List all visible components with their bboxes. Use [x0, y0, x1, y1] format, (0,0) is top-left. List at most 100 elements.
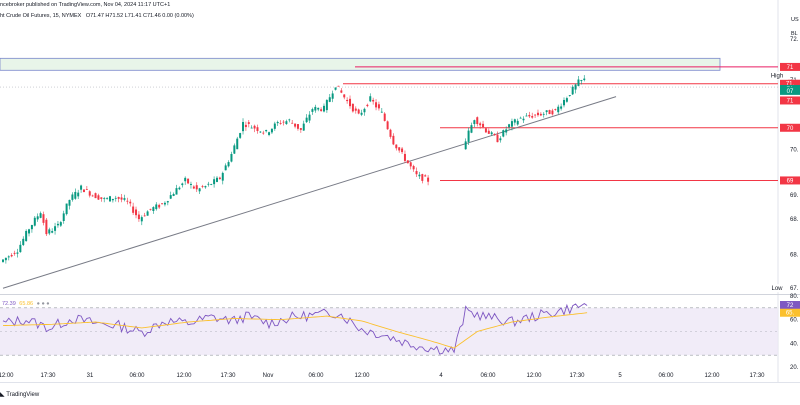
- candle-34: [100, 197, 103, 202]
- candle-35: [103, 196, 106, 203]
- rsi-tick-label-1: 60.: [790, 318, 799, 324]
- candle-body-3: [10, 254, 13, 257]
- price-tick-label-6: 68.: [790, 253, 799, 259]
- tradingview-logo-icon: ◣: [0, 392, 5, 398]
- candle-body-95: [276, 121, 279, 124]
- publisher-line: ncebroker published on TradingView.com, …: [0, 2, 171, 8]
- time-tick-label-0: 12:00: [0, 373, 14, 379]
- candle-180: [557, 104, 560, 115]
- candle-104: [302, 120, 305, 131]
- candle-body-175: [542, 113, 545, 115]
- candle-80: [233, 143, 236, 154]
- candle-body-68: [198, 188, 201, 192]
- candle-125: [363, 107, 366, 116]
- candle-body-120: [349, 98, 352, 107]
- candle-159: [496, 131, 499, 143]
- candle-138: [401, 147, 404, 155]
- candle-body-134: [389, 129, 392, 137]
- price-label-text-6: 69: [787, 178, 794, 184]
- candle-body-59: [172, 194, 175, 196]
- candle-17: [51, 228, 54, 234]
- candle-body-151: [473, 120, 476, 125]
- candle-82: [239, 132, 242, 140]
- candle-body-105: [305, 117, 308, 123]
- candle-86: [250, 125, 253, 129]
- candle-168: [522, 116, 525, 123]
- candle-body-108: [314, 106, 317, 111]
- time-tick-label-11: 12:00: [526, 373, 542, 379]
- candle-body-132: [383, 113, 386, 121]
- candle-98: [285, 119, 288, 125]
- candle-13: [39, 211, 42, 219]
- candle-body-53: [155, 204, 158, 210]
- candle-185: [571, 85, 574, 96]
- candle-body-61: [178, 187, 181, 190]
- candle-body-149: [467, 130, 470, 142]
- candle-body-138: [401, 148, 404, 153]
- candle-body-25: [74, 191, 77, 199]
- time-tick-label-9: 4: [439, 373, 443, 379]
- candle-78: [227, 160, 230, 168]
- candle-66: [192, 185, 195, 190]
- rsi-ma-line: [2, 312, 588, 349]
- candle-154: [482, 120, 485, 129]
- candle-121: [351, 103, 354, 113]
- candle-139: [403, 150, 406, 163]
- candle-body-51: [149, 208, 152, 210]
- candle-88: [256, 124, 259, 134]
- candle-6: [19, 241, 22, 253]
- candle-body-163: [508, 124, 511, 128]
- candle-body-123: [357, 109, 360, 114]
- candle-173: [536, 109, 539, 117]
- candle-body-85: [247, 122, 250, 124]
- candle-162: [505, 126, 508, 136]
- candle-body-9: [28, 229, 31, 234]
- candle-21: [62, 210, 65, 224]
- price-label-box-5: [780, 123, 800, 132]
- candle-body-116: [337, 85, 340, 87]
- candle-118: [343, 94, 346, 100]
- candle-body-179: [554, 109, 557, 110]
- candle-127: [369, 93, 372, 103]
- candle-85: [247, 119, 250, 128]
- candle-body-117: [340, 90, 343, 93]
- candle-32: [94, 192, 97, 199]
- candle-12: [36, 213, 39, 222]
- candle-182: [563, 97, 566, 108]
- candle-body-122: [354, 108, 357, 111]
- candle-body-87: [253, 125, 256, 129]
- candle-body-161: [502, 130, 505, 137]
- candle-body-90: [262, 132, 265, 134]
- rsi-ma-value: 65.86: [19, 301, 34, 307]
- candle-164: [510, 118, 513, 131]
- candle-body-166: [516, 120, 519, 125]
- price-label-text-0: 71: [787, 65, 794, 71]
- candle-147: [427, 175, 430, 186]
- candle-body-114: [331, 93, 334, 99]
- candle-152: [476, 116, 479, 127]
- candle-163: [508, 123, 511, 131]
- candle-body-40: [117, 197, 120, 199]
- candle-body-86: [250, 127, 253, 129]
- candle-49: [143, 212, 146, 217]
- candle-189: [583, 75, 586, 82]
- candle-26: [77, 189, 80, 200]
- candle-body-84: [244, 124, 247, 128]
- candle-38: [111, 198, 114, 203]
- candle-body-1: [4, 257, 7, 261]
- candle-body-30: [88, 191, 91, 196]
- candle-body-144: [418, 174, 421, 177]
- candle-95: [276, 120, 279, 126]
- candle-body-73: [213, 179, 216, 185]
- candle-83: [242, 118, 245, 135]
- candle-172: [534, 114, 537, 118]
- candle-105: [305, 114, 308, 123]
- candle-body-153: [479, 123, 482, 126]
- candle-body-188: [580, 80, 583, 82]
- candle-body-49: [143, 215, 146, 217]
- candle-176: [545, 110, 548, 116]
- candle-178: [551, 108, 554, 116]
- candle-174: [539, 112, 542, 117]
- candle-27: [80, 184, 83, 193]
